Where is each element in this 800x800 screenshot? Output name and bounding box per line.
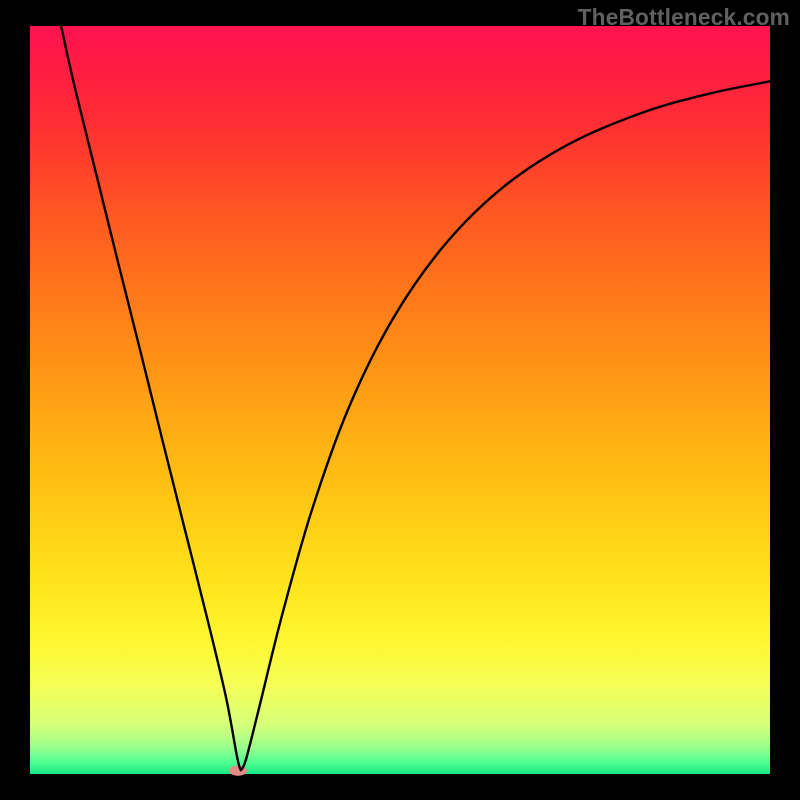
plot-gradient-area — [30, 26, 770, 774]
chart-canvas: TheBottleneck.com — [0, 0, 800, 800]
bottleneck-chart-svg — [0, 0, 800, 800]
watermark-label: TheBottleneck.com — [578, 4, 790, 31]
